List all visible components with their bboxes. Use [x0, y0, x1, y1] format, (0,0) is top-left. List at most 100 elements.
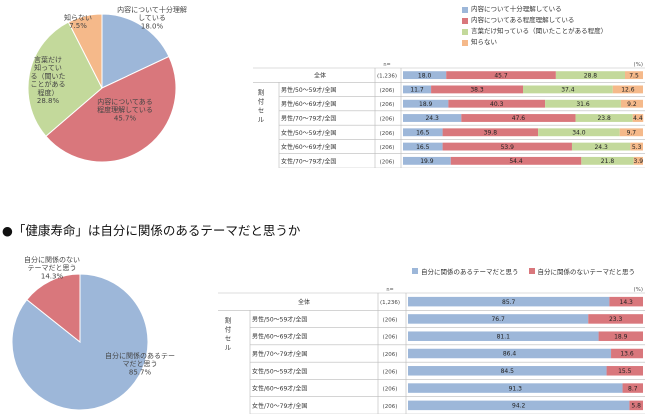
pie-slice [27, 21, 103, 137]
bar-value-label: 4.4 [633, 115, 643, 122]
bar-segment [403, 114, 462, 122]
pie-slice [101, 13, 170, 89]
bar-value-label: 94.2 [512, 403, 526, 410]
bar-value-label: 5.8 [631, 403, 641, 410]
legend-knowledge: 内容について十分理解している 内容についてある程度理解している 言葉だけ知ってい… [462, 4, 607, 48]
legend-swatch [412, 268, 418, 274]
bar-segment [403, 99, 449, 108]
legend-swatch [462, 17, 468, 24]
bar-segment [609, 296, 643, 307]
n-value: (206) [380, 102, 395, 108]
bar-value-label: 3.9 [634, 158, 644, 165]
bar-segment [575, 114, 633, 122]
category-label: 女性/60〜69才/全国 [252, 385, 307, 393]
pie-slice-label: 内容について十分理解している 18.0% [117, 5, 187, 30]
n-header: n= [383, 62, 390, 68]
bar-segment [403, 128, 443, 137]
section-heading: ●「健康寿命」は自分に関係のあるテーマだと思うか [2, 223, 301, 238]
bar-segment [408, 331, 599, 341]
pie-slice [45, 55, 177, 163]
bar-segment [620, 99, 643, 108]
bar-value-label: 86.4 [503, 351, 517, 358]
bar-value-label: 84.5 [501, 368, 515, 375]
bar-value-label: 15.5 [618, 368, 632, 375]
bar-segment [612, 85, 643, 94]
bar-segment [408, 314, 589, 324]
bar-value-label: 8.7 [628, 385, 638, 392]
bar-value-label: 85.7 [502, 299, 516, 306]
category-label: 女性/70〜79才/全国 [252, 402, 307, 410]
bar-value-label: 53.9 [501, 144, 515, 151]
bar-segment [442, 142, 572, 151]
category-label: 男性/60〜69才/全国 [281, 100, 336, 108]
bar-segment [588, 314, 643, 324]
bar-value-label: 39.8 [484, 129, 498, 136]
bar-value-label: 5.3 [632, 144, 642, 151]
n-value: (206) [383, 352, 398, 358]
n-value: (206) [380, 159, 395, 165]
bar-value-label: 9.7 [627, 129, 637, 136]
bar-segment [403, 156, 451, 165]
bar-segment [606, 366, 643, 376]
legend-relevance: 自分に関係のあるテーマだと思う 自分に関係のないテーマだと思う [412, 266, 635, 276]
n-value: (1,236) [377, 74, 397, 80]
bar-value-label: 7.5 [629, 72, 639, 79]
group-label: 付 [225, 324, 232, 333]
pie-slice [26, 273, 81, 344]
bar-value-label: 40.3 [490, 101, 504, 108]
bar-value-label: 19.9 [420, 158, 434, 165]
bar-segment [632, 114, 644, 122]
bar-segment [598, 331, 643, 341]
legend-label: 自分に関係のないテーマだと思う [537, 268, 636, 276]
group-label: 割 [225, 315, 232, 324]
category-label: 男性/70〜79才/全国 [281, 115, 336, 123]
category-label: 女性/50〜59才/全国 [252, 367, 307, 375]
bar-segment [571, 142, 631, 151]
n-value: (206) [380, 88, 395, 94]
bar-segment [545, 99, 621, 108]
group-label: セ [225, 334, 232, 342]
bar-segment [408, 296, 610, 307]
bar-segment [403, 142, 443, 151]
group-label: セ [258, 106, 265, 114]
category-label: 女性/60〜69才/全国 [281, 143, 336, 151]
bar-value-label: 23.3 [609, 316, 623, 323]
bar-value-label: 14.3 [620, 299, 634, 306]
pie-slice-label: 自分に関係のあるテーマだと思う 85.7% [105, 351, 175, 376]
bar-value-label: 18.0 [418, 72, 432, 79]
bar-value-label: 76.7 [491, 316, 505, 323]
n-value: (206) [383, 369, 398, 375]
n-value: (206) [383, 404, 398, 410]
bar-value-label: 47.6 [512, 115, 526, 122]
pie-slice [67, 13, 103, 89]
bar-value-label: 37.4 [561, 87, 575, 94]
bar-value-label: 21.8 [601, 158, 615, 165]
bar-segment [461, 114, 576, 122]
legend-swatch [462, 28, 468, 35]
legend-swatch [462, 6, 468, 13]
stacked-bar-knowledge: n= (%) 全体 (1,236) 18.0 45.7 28.8 7.5 男性/50〜59才/全… [253, 62, 645, 168]
bar-value-label: 38.3 [470, 87, 484, 94]
unit-label: (%) [633, 62, 643, 68]
bar-value-label: 31.6 [576, 101, 590, 108]
category-label: 全体 [298, 298, 310, 306]
legend-label: 言葉だけ知っている（聞いたことがある程度） [471, 27, 608, 35]
unit-label: (%) [633, 287, 643, 293]
bar-value-label: 24.3 [425, 115, 439, 122]
category-label: 女性/50〜59才/全国 [281, 129, 336, 137]
stacked-bar-relevance: n= (%) 全体 (1,236) 85.7 14.3 男性/50〜59才/全国 (206) 7… [218, 287, 645, 414]
legend-swatch [462, 39, 468, 46]
bar-segment [538, 128, 620, 137]
bar-segment [408, 366, 607, 376]
n-header: n= [386, 287, 393, 293]
group-label: 割 [258, 87, 265, 96]
bar-value-label: 16.5 [416, 129, 430, 136]
category-label: 女性/70〜79才/全国 [281, 157, 336, 165]
n-value: (206) [380, 117, 395, 123]
category-label: 男性/60〜69才/全国 [252, 333, 307, 341]
bar-value-label: 24.3 [594, 144, 608, 151]
n-value: (206) [380, 131, 395, 137]
bar-segment [625, 71, 643, 80]
bar-segment [611, 348, 643, 359]
bar-segment [629, 400, 643, 411]
